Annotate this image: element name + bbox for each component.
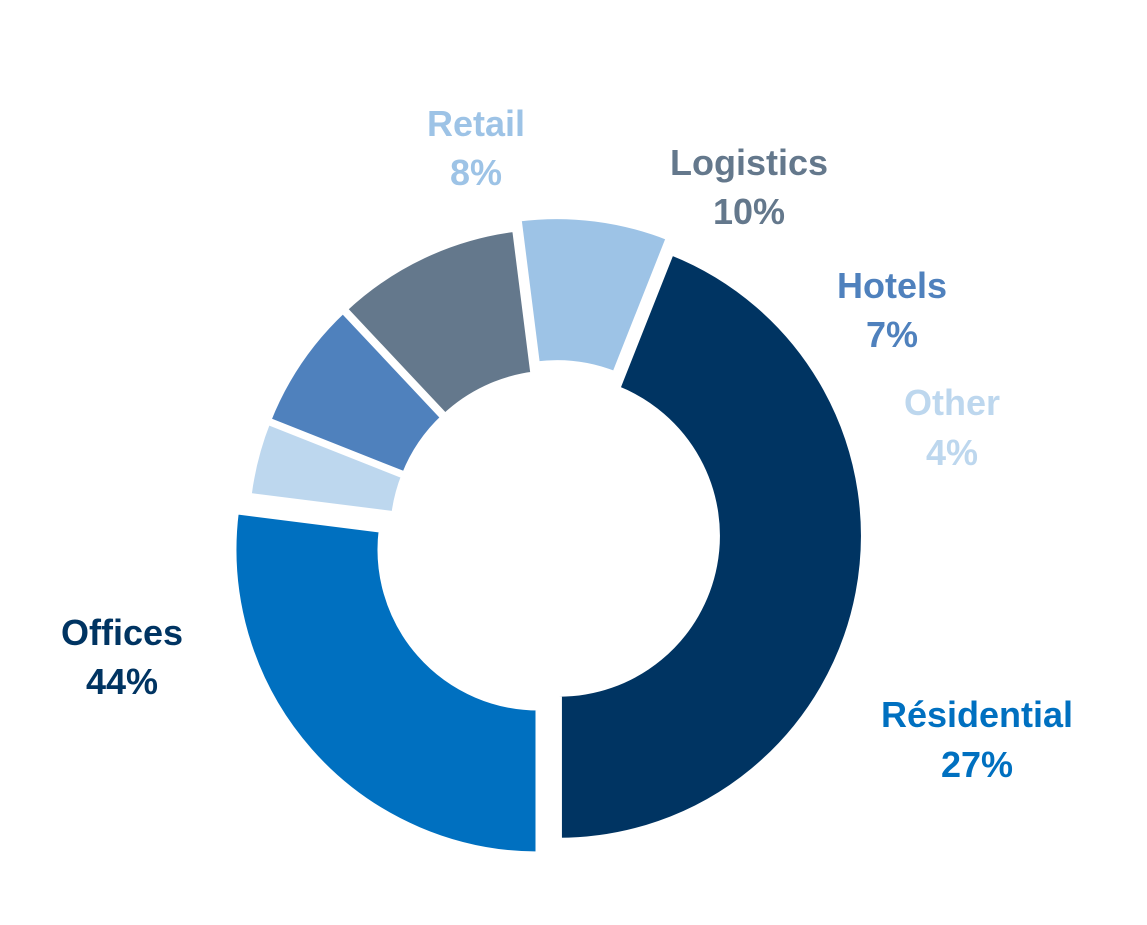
slice-label-retail: Retail 8%	[427, 103, 525, 193]
slice-name-other: Other	[904, 382, 1000, 423]
slice-name-residential: Résidential	[881, 694, 1073, 735]
slice-value-residential: 27%	[941, 744, 1013, 785]
slice-label-logistics: Logistics 10%	[670, 142, 828, 232]
donut-segment-logistics	[341, 225, 537, 420]
slice-value-offices: 44%	[86, 661, 158, 702]
slice-label-residential: Résidential 27%	[881, 694, 1073, 785]
slice-name-offices: Offices	[61, 612, 183, 653]
slice-label-hotels: Hotels 7%	[837, 265, 947, 355]
slice-label-other: Other 4%	[904, 382, 1000, 473]
slice-value-retail: 8%	[450, 152, 502, 193]
slice-label-offices: Offices 44%	[61, 612, 183, 702]
slice-value-logistics: 10%	[713, 191, 785, 232]
donut-segment-retail	[515, 213, 673, 378]
slice-name-retail: Retail	[427, 103, 525, 144]
slice-value-hotels: 7%	[866, 314, 918, 355]
donut-segments	[230, 213, 867, 858]
donut-segment-offices	[555, 249, 867, 844]
slice-value-other: 4%	[926, 432, 978, 473]
donut-segment-residential	[230, 508, 542, 858]
slice-name-logistics: Logistics	[670, 142, 828, 183]
slice-name-hotels: Hotels	[837, 265, 947, 306]
